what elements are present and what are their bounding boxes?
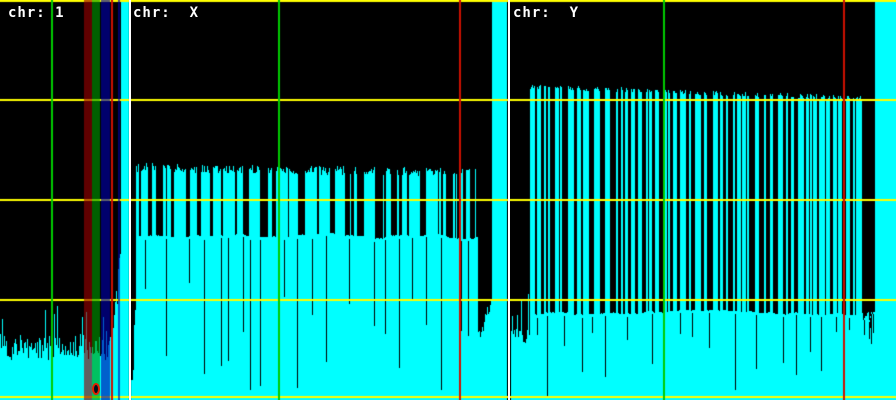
panel-label-chrY: chr: Y bbox=[513, 5, 580, 21]
panel-separator bbox=[508, 0, 510, 400]
panel-label-chr1: chr: 1 bbox=[8, 5, 65, 21]
panel-label-chrX: chr: X bbox=[133, 5, 200, 21]
position-marker-icon bbox=[91, 382, 100, 395]
panel-separator bbox=[129, 0, 131, 400]
